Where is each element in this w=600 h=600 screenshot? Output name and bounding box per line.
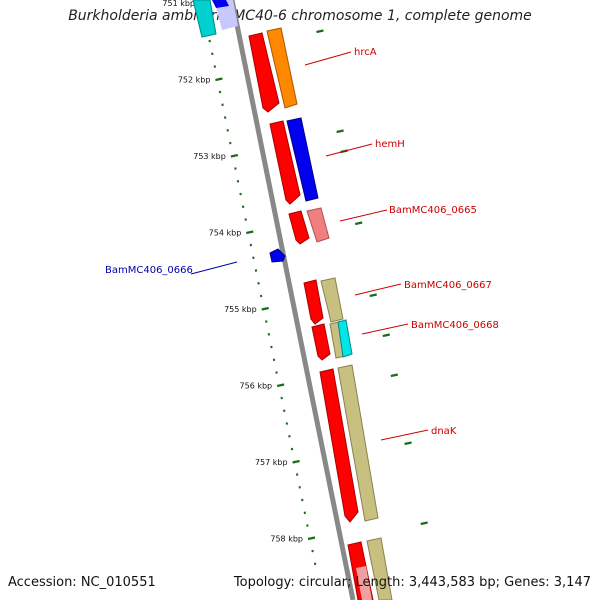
feature-cds-0668[interactable] [311,323,331,361]
feature-cut-cyan[interactable] [192,0,217,38]
connector-0667 [354,283,402,296]
gene-label-hemH[interactable]: hemH [375,139,405,150]
outer-tick [316,29,324,34]
feature-bottom-khaki[interactable] [366,537,393,600]
major-tick [307,536,316,541]
tick-label: 757 kbp [255,458,288,467]
tick-label: 752 kbp [178,76,211,85]
feature-cut-lavender[interactable] [214,0,238,30]
scale-ticks [199,0,317,566]
major-tick [215,77,223,82]
feature-dnaK[interactable] [337,364,379,522]
tick-label: 758 kbp [270,535,303,544]
map-title: Burkholderia ambifaria MC40-6 chromosome… [68,8,532,24]
outer-tick [369,293,377,298]
connector-0665 [339,209,388,222]
major-tick [276,383,285,388]
gene-label-BamMC406_0666[interactable]: BamMC406_0666 [105,265,193,276]
major-tick [261,306,269,311]
feature-cds-0665[interactable] [288,210,310,245]
connector-hrcA [304,51,352,66]
accession-text: Accession: NC_010551 [8,575,156,590]
connector-0666 [190,261,238,275]
feature-BamMC406_0668[interactable] [337,319,353,358]
tick-label: 756 kbp [240,382,273,391]
major-tick [246,230,254,235]
tick-label: 755 kbp [224,305,257,314]
scale-tick-labels: 751 kbp 752 kbp 753 kbp 754 kbp 755 kbp 756 k… [162,0,303,544]
gene-label-BamMC406_0667[interactable]: BamMC406_0667 [404,280,492,291]
feature-BamMC406_0666[interactable] [269,248,286,263]
gene-label-hrcA[interactable]: hrcA [354,47,377,58]
feature-BamMC406_0667[interactable] [320,277,344,323]
gene-label-BamMC406_0665[interactable]: BamMC406_0665 [389,205,477,216]
connector-0668 [361,323,409,335]
major-tick [230,153,239,158]
feature-cds-0667[interactable] [303,279,324,325]
feature-cds-hemH[interactable] [269,120,301,205]
outer-tick [354,221,363,226]
connector-dnaK [380,429,429,441]
feature-track [192,0,393,600]
feature-cds-dnaK[interactable] [319,368,359,523]
feature-BamMC406_0665[interactable] [306,207,330,243]
gene-label-dnaK[interactable]: dnaK [431,426,457,437]
outer-tick [390,373,399,378]
feature-hrcA[interactable] [266,27,298,109]
genome-summary: Topology: circular; Length: 3,443,583 bp… [233,575,591,590]
outer-tick [404,441,412,446]
label-connectors [190,51,429,441]
tick-label: 751 kbp [162,0,195,8]
tick-label: 753 kbp [193,152,226,161]
feature-cut-blue[interactable] [212,0,229,8]
feature-bottom-pink[interactable] [356,566,372,600]
tick-label: 754 kbp [209,229,242,238]
outer-tick [420,521,428,526]
major-tick [292,459,300,464]
outer-tick [382,333,390,338]
gene-label-BamMC406_0668[interactable]: BamMC406_0668 [411,320,499,331]
feature-hemH[interactable] [286,117,319,202]
outer-tick [336,129,344,134]
backbone-line [229,0,356,600]
feature-cds-hrcA[interactable] [248,32,280,113]
connector-hemH [325,143,373,157]
